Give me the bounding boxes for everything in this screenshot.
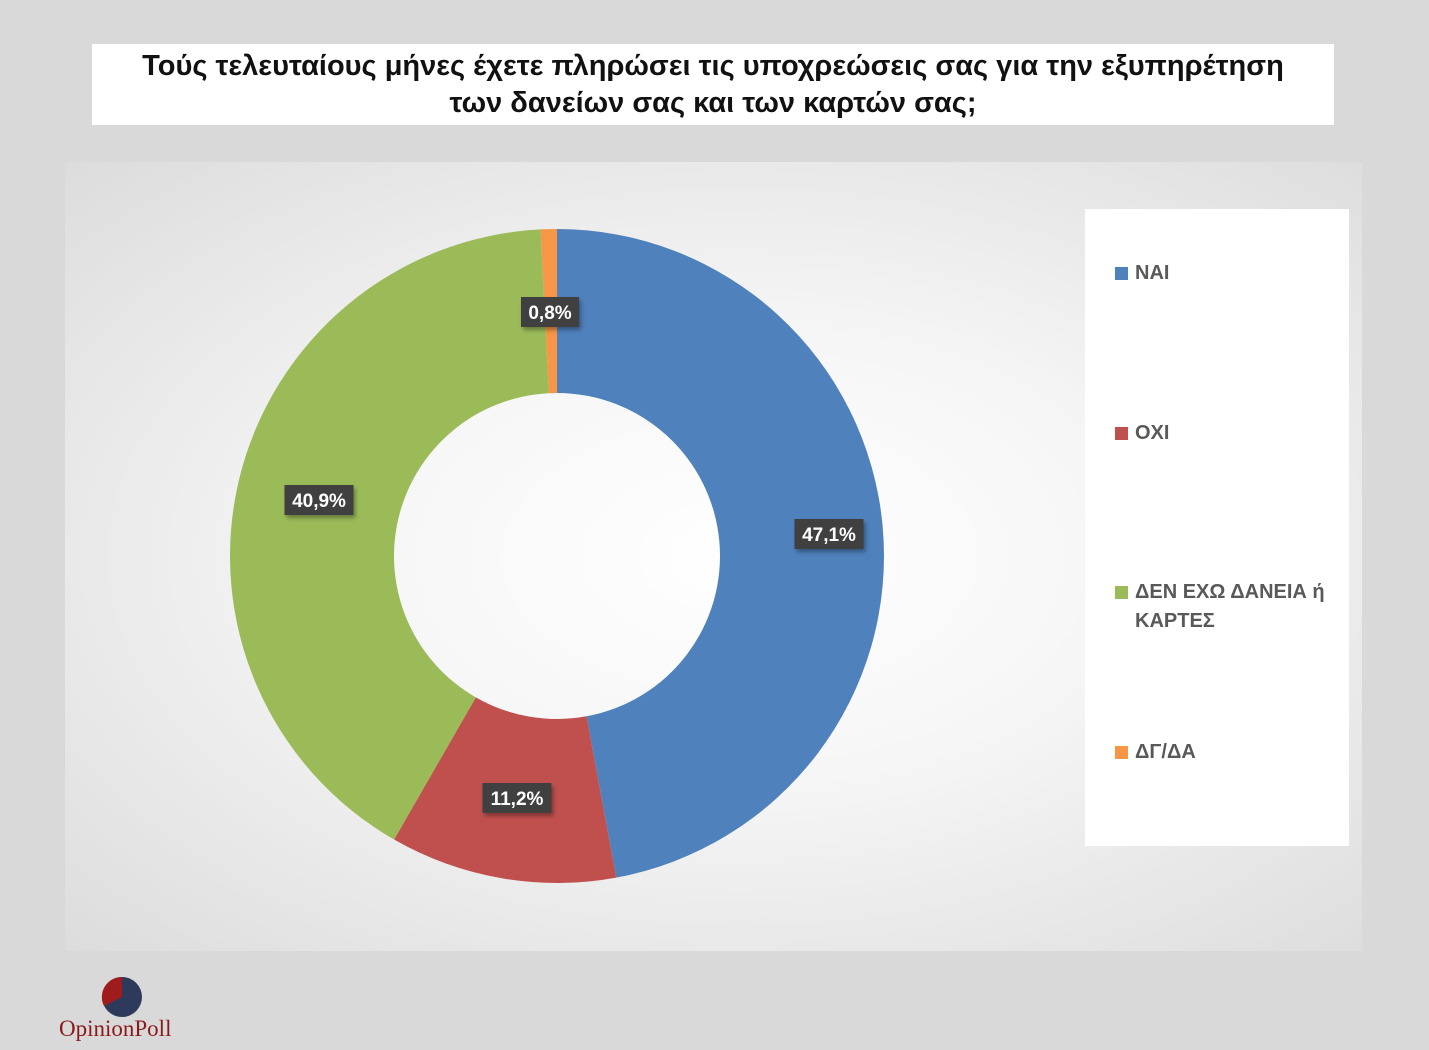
- legend-item-dk-na: ΔΓ/ΔΑ: [1115, 738, 1335, 767]
- svg-text:11,2%: 11,2%: [491, 789, 544, 810]
- logo-mark-icon: [101, 976, 142, 1017]
- legend-item-nai: ΝΑΙ: [1115, 259, 1335, 288]
- svg-text:40,9%: 40,9%: [292, 491, 346, 512]
- legend-swatch: [1115, 267, 1128, 280]
- legend-item-no-loans: ΔΕΝ ΕΧΩ ΔΑΝΕΙΑ ή ΚΑΡΤΕΣ: [1115, 578, 1335, 636]
- legend-item-oxi: ΟΧΙ: [1115, 419, 1335, 448]
- svg-text:0,8%: 0,8%: [528, 303, 571, 324]
- legend-swatch: [1115, 746, 1128, 759]
- legend: ΝΑΙ ΟΧΙ ΔΕΝ ΕΧΩ ΔΑΝΕΙΑ ή ΚΑΡΤΕΣ ΔΓ/ΔΑ: [1085, 209, 1349, 846]
- data-label-nai: 47,1%: [794, 519, 864, 549]
- legend-label: ΝΑΙ: [1135, 262, 1170, 284]
- chart-title: Τούς τελευταίους μήνες έχετε πληρώσει τι…: [142, 49, 1284, 119]
- legend-swatch: [1115, 586, 1128, 599]
- data-label-oxi: 11,2%: [482, 783, 552, 813]
- donut-chart: 47,1% 11,2% 40,9% 0,8%: [229, 229, 885, 883]
- legend-label: ΔΕΝ ΕΧΩ ΔΑΝΕΙΑ ή ΚΑΡΤΕΣ: [1135, 581, 1325, 632]
- legend-swatch: [1115, 427, 1128, 440]
- logo-text: OpinionPoll: [59, 1016, 172, 1041]
- slice-no-loans: [229, 229, 549, 840]
- legend-label: ΟΧΙ: [1135, 422, 1170, 444]
- svg-text:47,1%: 47,1%: [802, 525, 856, 546]
- opinionpoll-logo: OpinionPoll: [55, 972, 195, 1047]
- slice-nai: [557, 229, 885, 878]
- chart-title-box: Τούς τελευταίους μήνες έχετε πληρώσει τι…: [92, 44, 1334, 125]
- data-label-dk-na: 0,8%: [521, 297, 579, 327]
- legend-label: ΔΓ/ΔΑ: [1135, 741, 1196, 763]
- data-label-no-loans: 40,9%: [284, 485, 354, 515]
